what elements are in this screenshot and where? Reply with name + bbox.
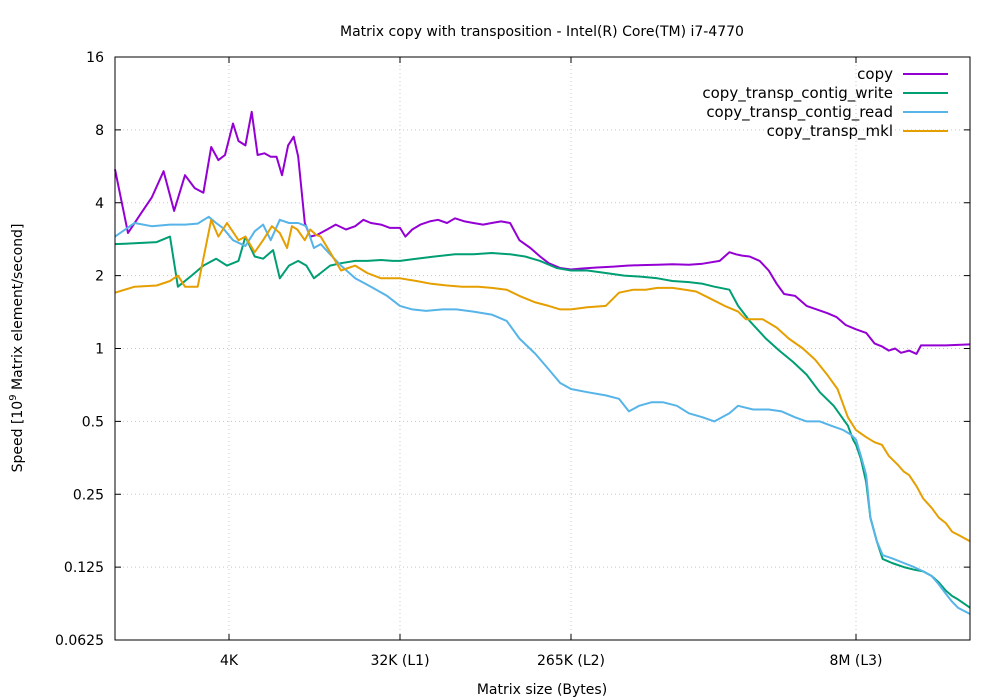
- series-line-copy: [114, 110, 971, 355]
- y-tick-label: 1: [95, 342, 104, 358]
- legend-label: copy_transp_contig_write: [702, 84, 893, 103]
- y-axis-label-pre: Speed [10: [10, 401, 26, 473]
- series-line-copy-transp-contig-write: [114, 235, 971, 609]
- chart-title: Matrix copy with transposition - Intel(R…: [340, 24, 744, 40]
- x-tick-label: 32K (L1): [370, 653, 429, 669]
- legend-label: copy_transp_contig_read: [706, 103, 893, 122]
- y-axis-label-post: Matrix element/second]: [10, 224, 26, 395]
- x-axis-label: Matrix size (Bytes): [477, 682, 607, 698]
- y-tick-label: 0.5: [82, 414, 104, 430]
- y-tick-label: 8: [95, 123, 104, 139]
- y-tick-label: 0.25: [73, 487, 104, 503]
- legend: copycopy_transp_contig_writecopy_transp_…: [702, 65, 948, 141]
- legend-label: copy: [857, 65, 893, 83]
- series-line-copy-transp-mkl: [114, 218, 971, 543]
- x-tick-label: 4K: [220, 653, 239, 669]
- tick-layer: 16 8 4 2 1 0.5 0.25 0.125 0.0625 4K 32K (L1) 265K (…: [55, 50, 970, 669]
- series-layer: [114, 110, 971, 615]
- x-tick-label: 265K (L2): [537, 653, 605, 669]
- legend-label: copy_transp_mkl: [767, 122, 893, 141]
- y-tick-label: 2: [95, 269, 104, 285]
- x-tick-label: 8M (L3): [829, 653, 882, 669]
- y-tick-label: 16: [86, 50, 104, 66]
- y-axis-label: Speed [109 Matrix element/second]: [8, 224, 26, 473]
- y-axis-label-sup: 9: [8, 394, 19, 400]
- y-tick-label: 0.125: [64, 560, 104, 576]
- y-tick-label: 4: [95, 196, 104, 212]
- y-tick-label: 0.0625: [55, 633, 104, 649]
